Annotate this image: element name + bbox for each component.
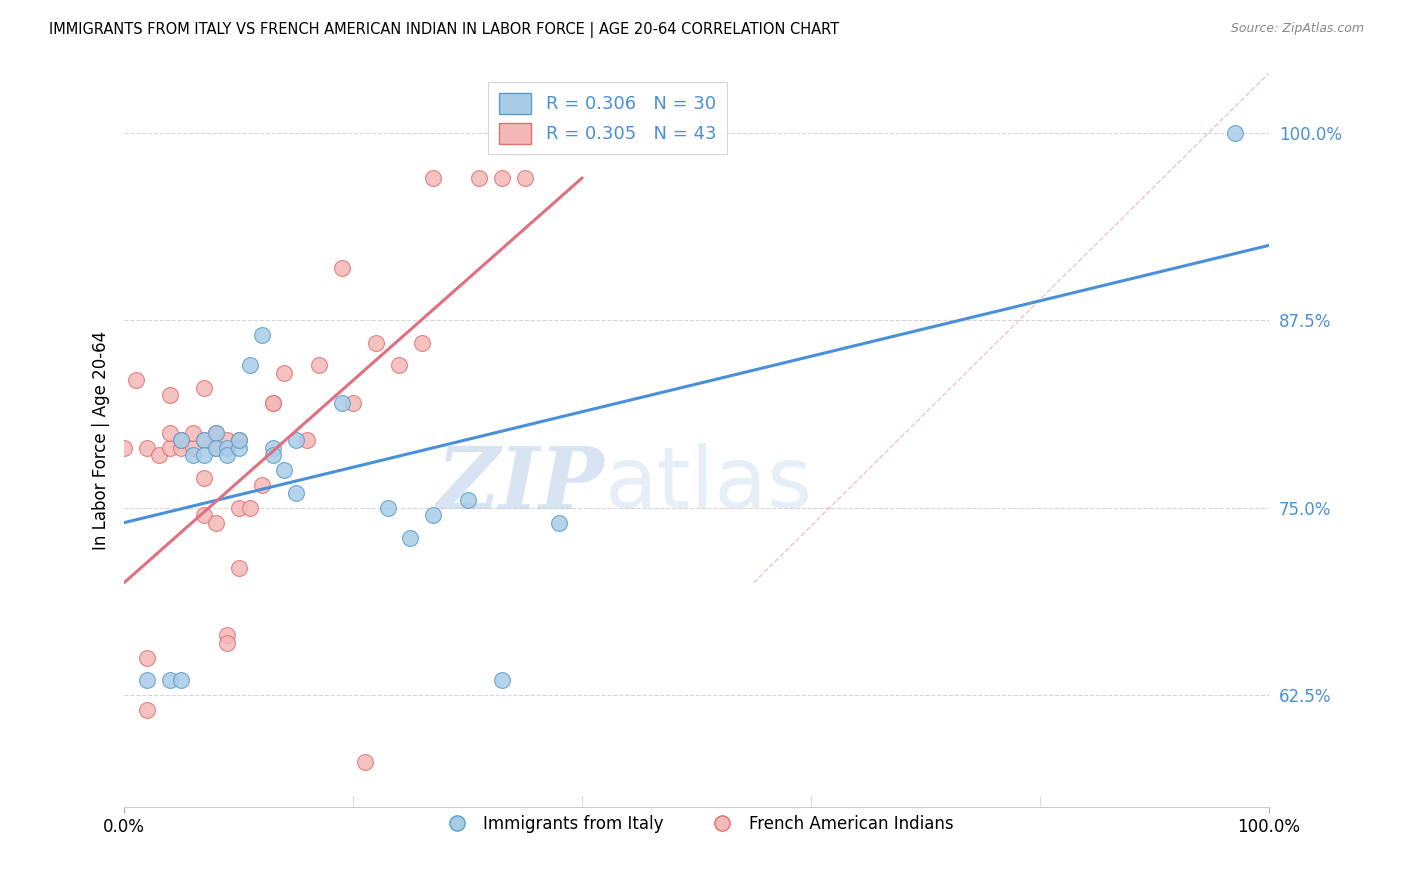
Point [204, 441, 226, 455]
Point [284, 485, 307, 500]
Point [159, 441, 181, 455]
Point [124, 373, 146, 387]
Point [297, 433, 319, 447]
Point [204, 516, 226, 530]
Legend: Immigrants from Italy, French American Indians: Immigrants from Italy, French American I… [433, 808, 960, 839]
Point [377, 500, 399, 515]
Point [136, 650, 159, 665]
Point [217, 635, 239, 649]
Point [217, 448, 239, 462]
Point [513, 170, 536, 185]
Point [204, 441, 226, 455]
Point [422, 508, 444, 523]
Point [181, 448, 204, 462]
Point [262, 448, 284, 462]
Point [159, 673, 181, 687]
Point [193, 508, 215, 523]
Point [273, 366, 295, 380]
Point [170, 673, 193, 687]
Point [136, 703, 159, 717]
Point [159, 388, 181, 402]
Y-axis label: In Labor Force | Age 20-64: In Labor Force | Age 20-64 [93, 331, 110, 549]
Text: ZIP: ZIP [437, 442, 605, 526]
Point [422, 170, 444, 185]
Point [491, 170, 513, 185]
Point [181, 425, 204, 440]
Point [193, 433, 215, 447]
Point [250, 478, 273, 492]
Point [262, 395, 284, 409]
Point [170, 433, 193, 447]
Point [364, 335, 387, 350]
Point [239, 358, 262, 372]
Point [468, 170, 491, 185]
Point [148, 448, 170, 462]
Point [193, 448, 215, 462]
Point [284, 433, 307, 447]
Text: atlas: atlas [605, 442, 813, 525]
Point [136, 441, 159, 455]
Point [273, 463, 295, 477]
Point [159, 822, 181, 837]
Point [159, 425, 181, 440]
Point [457, 493, 479, 508]
Point [399, 531, 422, 545]
Point [228, 433, 250, 447]
Point [548, 516, 571, 530]
Point [330, 395, 353, 409]
Text: IMMIGRANTS FROM ITALY VS FRENCH AMERICAN INDIAN IN LABOR FORCE | AGE 20-64 CORRE: IMMIGRANTS FROM ITALY VS FRENCH AMERICAN… [49, 22, 839, 38]
Point [353, 756, 375, 770]
Point [170, 441, 193, 455]
Point [112, 441, 135, 455]
Point [181, 441, 204, 455]
Point [217, 628, 239, 642]
Point [228, 441, 250, 455]
Point [342, 395, 364, 409]
Point [170, 815, 193, 830]
Point [217, 441, 239, 455]
Point [204, 425, 226, 440]
Point [228, 433, 250, 447]
Point [262, 395, 284, 409]
Point [204, 425, 226, 440]
Point [193, 381, 215, 395]
Point [239, 500, 262, 515]
Point [491, 673, 513, 687]
Point [1223, 126, 1246, 140]
Point [330, 260, 353, 275]
Point [228, 500, 250, 515]
Point [411, 335, 433, 350]
Point [228, 560, 250, 574]
Point [136, 673, 159, 687]
Point [193, 433, 215, 447]
Point [193, 471, 215, 485]
Point [170, 433, 193, 447]
Point [217, 433, 239, 447]
Point [262, 441, 284, 455]
Point [308, 358, 330, 372]
Point [388, 358, 411, 372]
Point [250, 328, 273, 343]
Text: Source: ZipAtlas.com: Source: ZipAtlas.com [1230, 22, 1364, 36]
